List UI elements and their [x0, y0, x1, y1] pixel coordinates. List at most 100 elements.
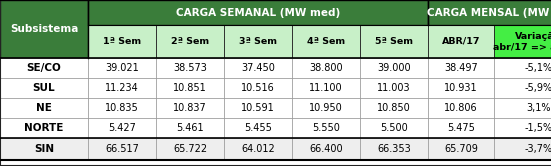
- Text: 4ª Sem: 4ª Sem: [307, 37, 345, 46]
- Bar: [494, 78, 551, 98]
- Text: 66.353: 66.353: [377, 144, 411, 154]
- Bar: [494, 25, 551, 58]
- Bar: [156, 138, 224, 160]
- Text: 10.516: 10.516: [241, 83, 275, 93]
- Bar: [360, 98, 428, 118]
- Text: 10.837: 10.837: [173, 103, 207, 113]
- Text: -1,5%: -1,5%: [525, 123, 551, 133]
- Bar: [360, 25, 428, 58]
- Bar: [88, 118, 156, 138]
- Bar: [0, 0, 88, 58]
- Bar: [494, 98, 551, 118]
- Bar: [428, 25, 494, 58]
- Bar: [0, 98, 88, 118]
- Bar: [292, 118, 360, 138]
- Bar: [156, 25, 224, 58]
- Text: -5,1%: -5,1%: [525, 63, 551, 73]
- Bar: [292, 78, 360, 98]
- Text: 5.461: 5.461: [176, 123, 204, 133]
- Text: 10.850: 10.850: [377, 103, 411, 113]
- Bar: [360, 118, 428, 138]
- Bar: [292, 138, 360, 160]
- Bar: [494, 118, 551, 138]
- Text: 38.573: 38.573: [173, 63, 207, 73]
- Text: NORTE: NORTE: [24, 123, 64, 133]
- Text: CARGA MENSAL (MW med): CARGA MENSAL (MW med): [428, 7, 551, 17]
- Text: 11.100: 11.100: [309, 83, 343, 93]
- Bar: [428, 118, 494, 138]
- Text: 65.722: 65.722: [173, 144, 207, 154]
- Text: 3,1%: 3,1%: [526, 103, 551, 113]
- Bar: [156, 118, 224, 138]
- Text: 10.806: 10.806: [444, 103, 478, 113]
- Text: CARGA SEMANAL (MW med): CARGA SEMANAL (MW med): [176, 7, 340, 17]
- Bar: [360, 78, 428, 98]
- Text: 3ª Sem: 3ª Sem: [239, 37, 277, 46]
- Bar: [0, 118, 88, 138]
- Text: 66.400: 66.400: [309, 144, 343, 154]
- Bar: [88, 25, 156, 58]
- Bar: [292, 25, 360, 58]
- Text: 65.709: 65.709: [444, 144, 478, 154]
- Text: 1ª Sem: 1ª Sem: [103, 37, 141, 46]
- Bar: [156, 78, 224, 98]
- Bar: [0, 138, 88, 160]
- Bar: [88, 0, 428, 25]
- Bar: [428, 98, 494, 118]
- Bar: [360, 58, 428, 78]
- Text: 5.475: 5.475: [447, 123, 475, 133]
- Text: SUL: SUL: [33, 83, 55, 93]
- Bar: [224, 138, 292, 160]
- Text: 64.012: 64.012: [241, 144, 275, 154]
- Text: 66.517: 66.517: [105, 144, 139, 154]
- Text: 11.003: 11.003: [377, 83, 411, 93]
- Bar: [428, 138, 494, 160]
- Text: NE: NE: [36, 103, 52, 113]
- Text: 5ª Sem: 5ª Sem: [375, 37, 413, 46]
- Bar: [224, 98, 292, 118]
- Bar: [156, 58, 224, 78]
- Bar: [0, 78, 88, 98]
- Bar: [428, 78, 494, 98]
- Text: 10.591: 10.591: [241, 103, 275, 113]
- Text: 39.021: 39.021: [105, 63, 139, 73]
- Text: 10.931: 10.931: [444, 83, 478, 93]
- Text: 11.234: 11.234: [105, 83, 139, 93]
- Text: SE/CO: SE/CO: [26, 63, 61, 73]
- Text: 2ª Sem: 2ª Sem: [171, 37, 209, 46]
- Bar: [88, 98, 156, 118]
- Text: 10.851: 10.851: [173, 83, 207, 93]
- Bar: [88, 138, 156, 160]
- Bar: [292, 58, 360, 78]
- Text: 37.450: 37.450: [241, 63, 275, 73]
- Text: 5.455: 5.455: [244, 123, 272, 133]
- Text: 5.427: 5.427: [108, 123, 136, 133]
- Text: 10.950: 10.950: [309, 103, 343, 113]
- Bar: [0, 58, 88, 78]
- Bar: [494, 138, 551, 160]
- Text: -5,9%: -5,9%: [525, 83, 551, 93]
- Bar: [224, 25, 292, 58]
- Text: 10.835: 10.835: [105, 103, 139, 113]
- Text: -3,7%: -3,7%: [525, 144, 551, 154]
- Bar: [428, 58, 494, 78]
- Text: Variação
abr/17 => abr/16: Variação abr/17 => abr/16: [493, 32, 551, 51]
- Bar: [224, 78, 292, 98]
- Text: Subsistema: Subsistema: [10, 24, 78, 34]
- Bar: [88, 58, 156, 78]
- Text: 39.000: 39.000: [377, 63, 411, 73]
- Bar: [360, 138, 428, 160]
- Text: ABR/17: ABR/17: [442, 37, 480, 46]
- Text: 5.500: 5.500: [380, 123, 408, 133]
- Bar: [292, 98, 360, 118]
- Bar: [156, 98, 224, 118]
- Bar: [224, 58, 292, 78]
- Text: 38.497: 38.497: [444, 63, 478, 73]
- Bar: [494, 58, 551, 78]
- Text: 5.550: 5.550: [312, 123, 340, 133]
- Text: SIN: SIN: [34, 144, 54, 154]
- Bar: [224, 118, 292, 138]
- Bar: [88, 78, 156, 98]
- Bar: [428, 0, 551, 25]
- Text: 38.800: 38.800: [309, 63, 343, 73]
